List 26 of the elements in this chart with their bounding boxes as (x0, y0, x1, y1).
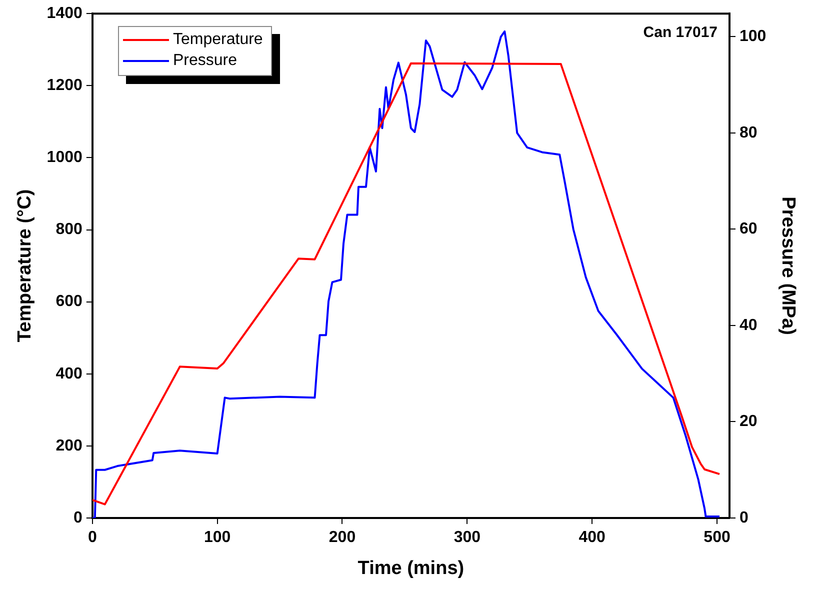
x-tick-label: 200 (328, 529, 356, 546)
y-tick-label: 1200 (46, 77, 82, 94)
y-tick-label: 0 (73, 509, 82, 526)
y2-tick-label: 40 (740, 316, 758, 334)
x-tick-label: 300 (454, 529, 481, 546)
x-tick-label: 0 (88, 529, 97, 546)
y2-axis-title: Pressure (MPa) (777, 196, 798, 335)
y-axis-title: Temperature (°C) (14, 189, 36, 342)
y2-tick-label: 60 (740, 220, 758, 238)
legend-label: Pressure (173, 52, 238, 70)
y-tick-label: 400 (56, 365, 82, 382)
x-tick-label: 100 (204, 529, 231, 546)
y2-tick-label: 20 (740, 413, 758, 430)
y2-tick-label: 0 (740, 509, 749, 526)
y-tick-label: 200 (56, 437, 82, 454)
y-tick-label: 1000 (46, 149, 82, 166)
y2-tick-label: 100 (740, 28, 766, 46)
y-tick-label: 800 (56, 221, 82, 238)
y2-tick-label: 80 (740, 124, 758, 142)
x-tick-label: 400 (578, 529, 606, 546)
x-axis-title: Time (mins) (358, 558, 464, 579)
legend-label: Temperature (173, 30, 263, 48)
y-tick-label: 1400 (46, 5, 82, 22)
y-tick-label: 600 (56, 293, 82, 310)
annotation: Can 17017 (643, 24, 718, 42)
x-tick-label: 500 (704, 529, 730, 546)
